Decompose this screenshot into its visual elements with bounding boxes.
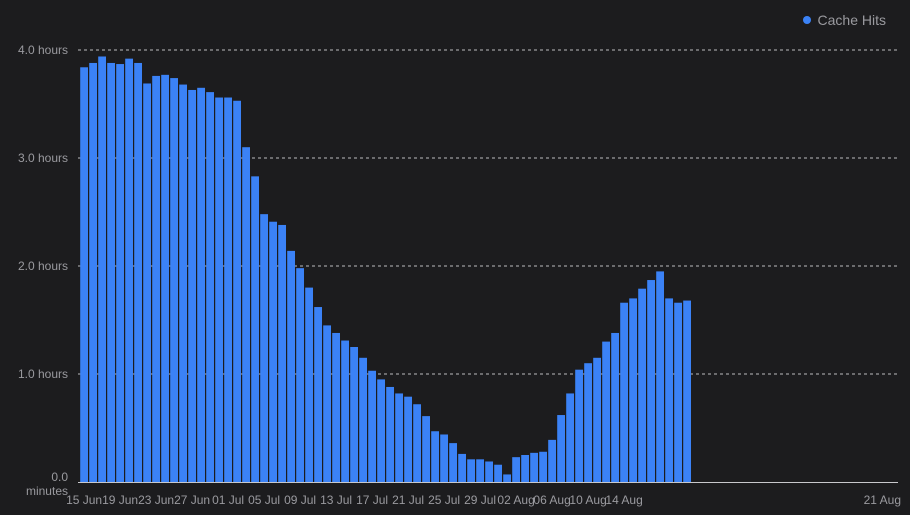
bar xyxy=(143,83,151,482)
x-tick-label: 27 Jun xyxy=(174,493,210,507)
bar xyxy=(458,453,466,482)
x-tick-label: 25 Jul xyxy=(428,493,460,507)
bar xyxy=(485,461,493,482)
x-tick-label: 01 Jul xyxy=(212,493,244,507)
bar xyxy=(323,325,331,482)
gridlines xyxy=(78,49,898,483)
x-tick-label: 14 Aug xyxy=(605,493,642,507)
bar xyxy=(467,459,475,482)
bar xyxy=(449,443,457,482)
bar xyxy=(125,58,133,482)
bar xyxy=(215,97,223,483)
bar xyxy=(413,404,421,482)
bar xyxy=(494,464,502,482)
x-tick-label: 10 Aug xyxy=(569,493,606,507)
bar xyxy=(98,56,106,482)
y-tick-label: 1.0 hours xyxy=(18,367,68,381)
bar xyxy=(170,78,178,482)
bar xyxy=(611,332,619,482)
y-tick-label: 3.0 hours xyxy=(18,151,68,165)
legend-swatch-cache-hits xyxy=(802,16,811,24)
bar xyxy=(557,415,565,482)
bar xyxy=(296,268,304,482)
bar xyxy=(548,439,556,482)
y-tick-label: 4.0 hours xyxy=(18,43,68,57)
bar xyxy=(359,357,367,482)
bar xyxy=(161,74,169,482)
bar xyxy=(260,214,268,482)
bar xyxy=(440,434,448,482)
x-tick-label: 21 Aug xyxy=(864,493,901,507)
x-tick-label: 13 Jul xyxy=(320,493,352,507)
bar xyxy=(395,393,403,482)
x-tick-label: 05 Jul xyxy=(248,493,280,507)
y-tick-label: 0.0 xyxy=(51,470,68,484)
bar xyxy=(620,302,628,482)
bar xyxy=(647,280,655,482)
bar xyxy=(512,457,520,482)
bar xyxy=(377,379,385,482)
x-tick-label: 23 Jun xyxy=(138,493,174,507)
bar xyxy=(638,288,646,482)
x-tick-label: 21 Jul xyxy=(392,493,424,507)
bar xyxy=(530,452,538,482)
bar xyxy=(656,271,664,482)
bar xyxy=(233,100,241,482)
bar xyxy=(629,298,637,482)
bar xyxy=(179,84,187,482)
bar xyxy=(368,370,376,482)
bar xyxy=(674,302,682,482)
x-tick-label: 17 Jul xyxy=(356,493,388,507)
bar xyxy=(89,62,97,483)
bar xyxy=(566,393,574,482)
x-tick-label: 19 Jun xyxy=(102,493,138,507)
bar xyxy=(305,287,313,482)
y-tick-label: 2.0 hours xyxy=(18,259,68,273)
bar xyxy=(665,298,673,482)
bar xyxy=(314,307,322,482)
bar xyxy=(503,474,511,482)
y-tick-label-unit: minutes xyxy=(26,484,68,498)
bar xyxy=(287,250,295,482)
bar xyxy=(350,347,358,482)
bar xyxy=(224,97,232,483)
bar xyxy=(341,340,349,482)
x-tick-label: 06 Aug xyxy=(533,493,570,507)
x-tick-label: 29 Jul xyxy=(464,493,496,507)
bar xyxy=(431,431,439,482)
bar xyxy=(332,332,340,482)
bar xyxy=(134,62,142,483)
x-tick-label: 09 Jul xyxy=(284,493,316,507)
bar xyxy=(269,221,277,482)
bar xyxy=(584,363,592,482)
bar xyxy=(188,89,196,483)
bar xyxy=(197,87,205,483)
bar xyxy=(242,147,250,482)
bar xyxy=(152,75,160,483)
bar xyxy=(539,451,547,482)
bars xyxy=(80,56,691,483)
x-tick-label: 15 Jun xyxy=(66,493,102,507)
bar xyxy=(206,92,214,483)
bar xyxy=(80,67,88,482)
bar xyxy=(251,176,259,483)
bar xyxy=(386,386,394,482)
bar xyxy=(683,300,691,482)
bar xyxy=(116,64,124,482)
bar xyxy=(593,357,601,482)
bar xyxy=(107,62,115,483)
legend-label-cache-hits: Cache Hits xyxy=(817,12,886,28)
bar xyxy=(602,341,610,482)
bar xyxy=(404,396,412,482)
bar xyxy=(476,459,484,482)
x-tick-label: 02 Aug xyxy=(497,493,534,507)
bar xyxy=(521,455,529,482)
bar xyxy=(422,416,430,482)
bar xyxy=(575,369,583,482)
chart-legend: Cache Hits xyxy=(802,12,886,28)
bar xyxy=(278,224,286,482)
